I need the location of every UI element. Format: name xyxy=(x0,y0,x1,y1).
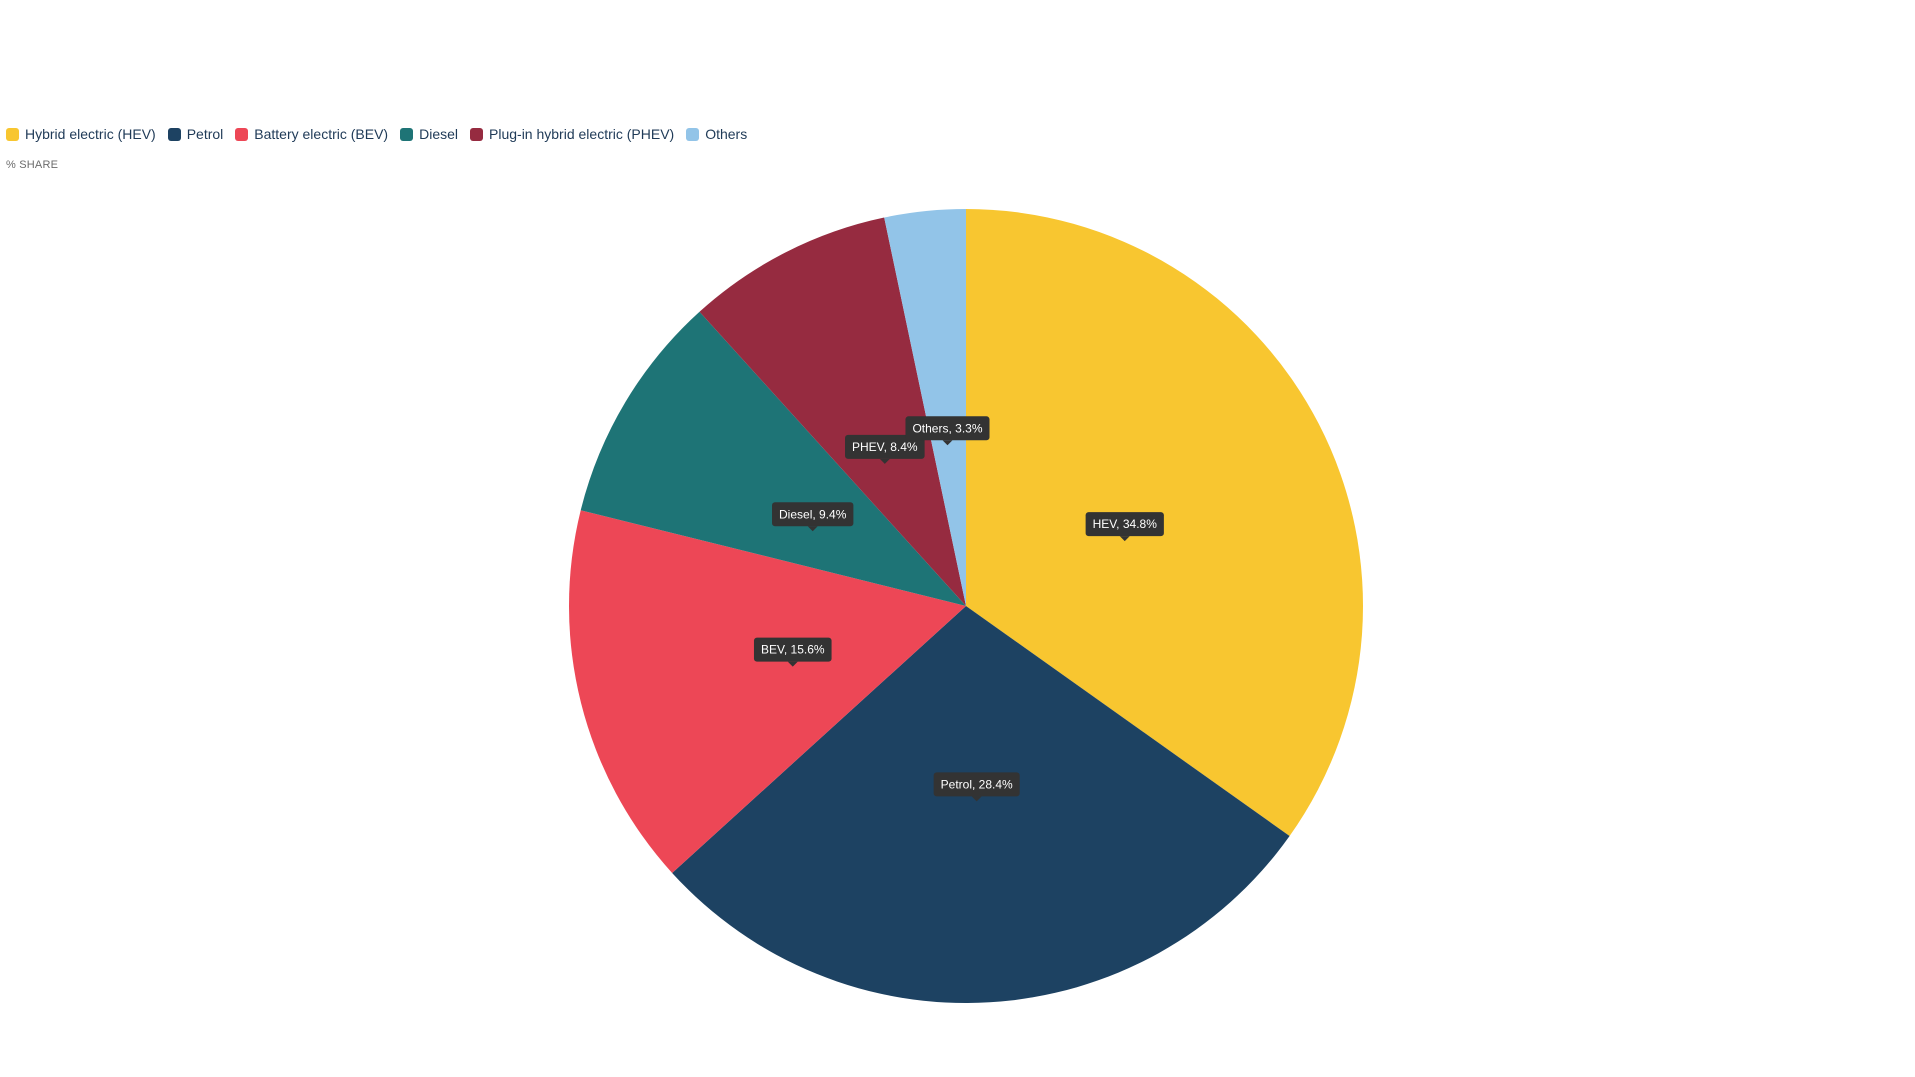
legend-swatch xyxy=(6,127,19,141)
data-label-pointer xyxy=(971,796,982,802)
legend-item-petrol[interactable]: Petrol xyxy=(167,126,224,142)
data-label-text: Petrol, 28.4% xyxy=(941,777,1013,791)
data-label-box xyxy=(772,502,854,527)
data-label-pointer xyxy=(879,458,890,464)
data-label-pointer xyxy=(787,661,798,667)
data-label-box xyxy=(753,637,832,662)
legend-label: Others xyxy=(705,126,748,142)
data-label-text: PHEV, 8.4% xyxy=(852,440,918,454)
pie-slice-battery-electric-bev[interactable] xyxy=(569,510,966,873)
pie-slice-others[interactable] xyxy=(884,209,966,606)
pie-slice-diesel[interactable] xyxy=(580,311,966,606)
legend-label: Plug-in hybrid electric (PHEV) xyxy=(489,126,675,142)
data-label-box xyxy=(933,772,1020,797)
pie-slice-hybrid-electric-hev[interactable] xyxy=(966,209,1363,837)
data-label-box xyxy=(1085,512,1164,537)
legend-item-plug-in-hybrid-electric-phev[interactable]: Plug-in hybrid electric (PHEV) xyxy=(470,126,674,142)
legend-swatch xyxy=(470,127,484,141)
pie-slice-petrol[interactable] xyxy=(672,606,1290,1003)
legend-item-hybrid-electric-hev[interactable]: Hybrid electric (HEV) xyxy=(6,126,156,142)
data-label-pointer xyxy=(1119,536,1130,542)
legend-item-diesel[interactable]: Diesel xyxy=(400,126,458,142)
legend-swatch xyxy=(686,127,700,141)
data-label-others: Others, 3.3% xyxy=(905,416,990,446)
data-label-battery-electric-bev: BEV, 15.6% xyxy=(753,637,832,667)
data-label-text: HEV, 34.8% xyxy=(1093,517,1158,531)
data-label-plug-in-hybrid-electric-phev: PHEV, 8.4% xyxy=(845,434,925,464)
legend-swatch xyxy=(235,127,249,141)
data-label-hybrid-electric-hev: HEV, 34.8% xyxy=(1085,512,1164,542)
pie-slice-plug-in-hybrid-electric-phev[interactable] xyxy=(699,217,966,606)
data-label-diesel: Diesel, 9.4% xyxy=(772,502,854,532)
data-label-text: BEV, 15.6% xyxy=(761,643,825,657)
data-label-petrol: Petrol, 28.4% xyxy=(933,772,1020,802)
data-label-pointer xyxy=(807,526,818,532)
data-label-text: Others, 3.3% xyxy=(912,421,982,435)
legend-swatch xyxy=(400,127,414,141)
data-label-box xyxy=(845,434,925,459)
legend-label: Petrol xyxy=(186,126,224,142)
legend-item-others[interactable]: Others xyxy=(686,126,747,142)
legend: Hybrid electric (HEV) Petrol Battery elect… xyxy=(6,126,759,142)
legend-label: Hybrid electric (HEV) xyxy=(25,126,156,142)
legend-label: Diesel xyxy=(419,126,459,142)
legend-item-battery-electric-bev[interactable]: Battery electric (BEV) xyxy=(235,126,388,142)
data-label-box xyxy=(905,416,990,441)
unit-label: % SHARE xyxy=(6,159,59,171)
data-label-pointer xyxy=(942,440,953,446)
legend-swatch xyxy=(167,127,181,141)
data-label-text: Diesel, 9.4% xyxy=(779,507,847,521)
legend-label: Battery electric (BEV) xyxy=(254,126,389,142)
